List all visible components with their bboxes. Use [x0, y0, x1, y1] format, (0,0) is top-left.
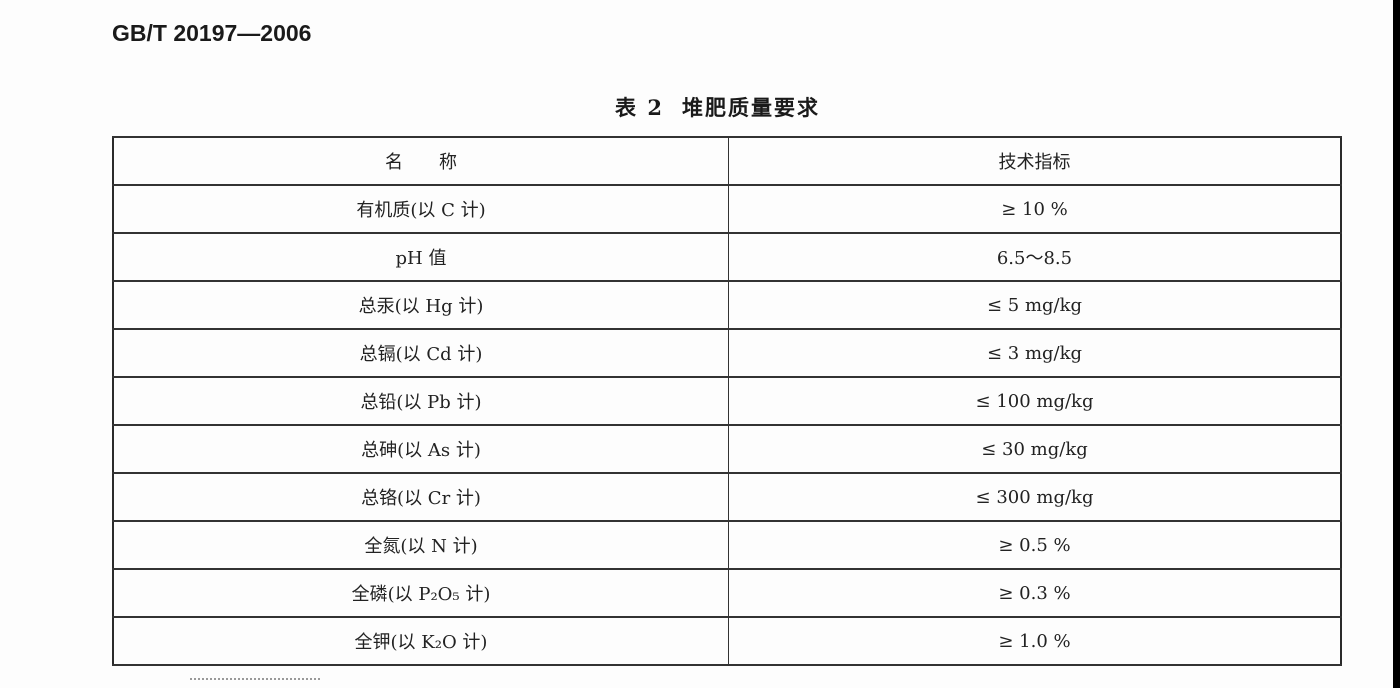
table-row: 全钾(以 K₂O 计) ≥ 1.0 %: [113, 616, 1341, 666]
table-row: 总铬(以 Cr 计) ≤ 300 mg/kg: [113, 472, 1341, 522]
row-value: ≤ 5 mg/kg: [728, 280, 1341, 330]
row-value: ≥ 0.5 %: [728, 520, 1341, 570]
table-row: 总砷(以 As 计) ≤ 30 mg/kg: [113, 424, 1341, 474]
row-value: ≤ 300 mg/kg: [728, 472, 1341, 522]
table-row: pH 值 6.5～8.5: [113, 232, 1341, 282]
row-name: pH 值: [113, 232, 729, 282]
row-name: 全氮(以 N 计): [113, 520, 729, 570]
row-value: 6.5～8.5: [728, 232, 1341, 282]
table-row: 总铅(以 Pb 计) ≤ 100 mg/kg: [113, 376, 1341, 426]
row-name: 全磷(以 P₂O₅ 计): [113, 568, 729, 618]
table-row: 总镉(以 Cd 计) ≤ 3 mg/kg: [113, 328, 1341, 378]
table-caption-number: 表 2: [615, 95, 664, 120]
row-name: 总汞(以 Hg 计): [113, 280, 729, 330]
row-name: 总铬(以 Cr 计): [113, 472, 729, 522]
standard-code: GB/T 20197—2006: [112, 20, 312, 46]
compost-quality-table: 名 称 技术指标 有机质(以 C 计) ≥ 10 % pH 值 6.5～8.5 总汞(以…: [112, 136, 1342, 666]
row-name: 总镉(以 Cd 计): [113, 328, 729, 378]
row-name: 总铅(以 Pb 计): [113, 376, 729, 426]
row-value: ≥ 1.0 %: [728, 616, 1341, 666]
table-row: 有机质(以 C 计) ≥ 10 %: [113, 184, 1341, 234]
table-row: 总汞(以 Hg 计) ≤ 5 mg/kg: [113, 280, 1341, 330]
table-caption-title: 堆肥质量要求: [681, 95, 820, 120]
row-value: ≥ 0.3 %: [728, 568, 1341, 618]
header-name: 名 称: [113, 136, 729, 186]
row-value: ≤ 3 mg/kg: [728, 328, 1341, 378]
table-row: 全磷(以 P₂O₅ 计) ≥ 0.3 %: [113, 568, 1341, 618]
row-value: ≤ 30 mg/kg: [728, 424, 1341, 474]
page-edge: [1393, 0, 1400, 688]
table-row: 全氮(以 N 计) ≥ 0.5 %: [113, 520, 1341, 570]
table-caption: 表 2 堆肥质量要求: [0, 92, 1400, 122]
table-header-row: 名 称 技术指标: [113, 136, 1341, 186]
truncated-footnote: [190, 678, 320, 684]
row-name: 有机质(以 C 计): [113, 184, 729, 234]
header-spec: 技术指标: [728, 136, 1341, 186]
row-value: ≤ 100 mg/kg: [728, 376, 1341, 426]
row-name: 全钾(以 K₂O 计): [113, 616, 729, 666]
row-value: ≥ 10 %: [728, 184, 1341, 234]
row-name: 总砷(以 As 计): [113, 424, 729, 474]
